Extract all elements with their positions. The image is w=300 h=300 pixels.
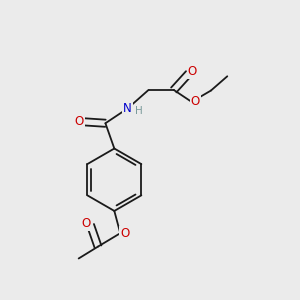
Text: O: O [120, 227, 130, 240]
Text: O: O [191, 95, 200, 108]
Text: O: O [81, 217, 90, 230]
Text: H: H [135, 106, 143, 116]
Text: N: N [123, 102, 132, 115]
Text: O: O [75, 115, 84, 128]
Text: O: O [188, 65, 197, 78]
